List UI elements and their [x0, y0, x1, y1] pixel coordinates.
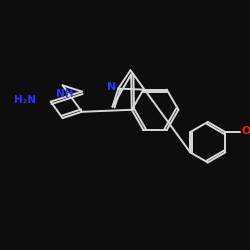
Text: H₂N: H₂N — [14, 95, 36, 105]
Text: O: O — [242, 126, 250, 136]
Text: N: N — [106, 82, 116, 92]
Text: NH: NH — [56, 90, 73, 100]
